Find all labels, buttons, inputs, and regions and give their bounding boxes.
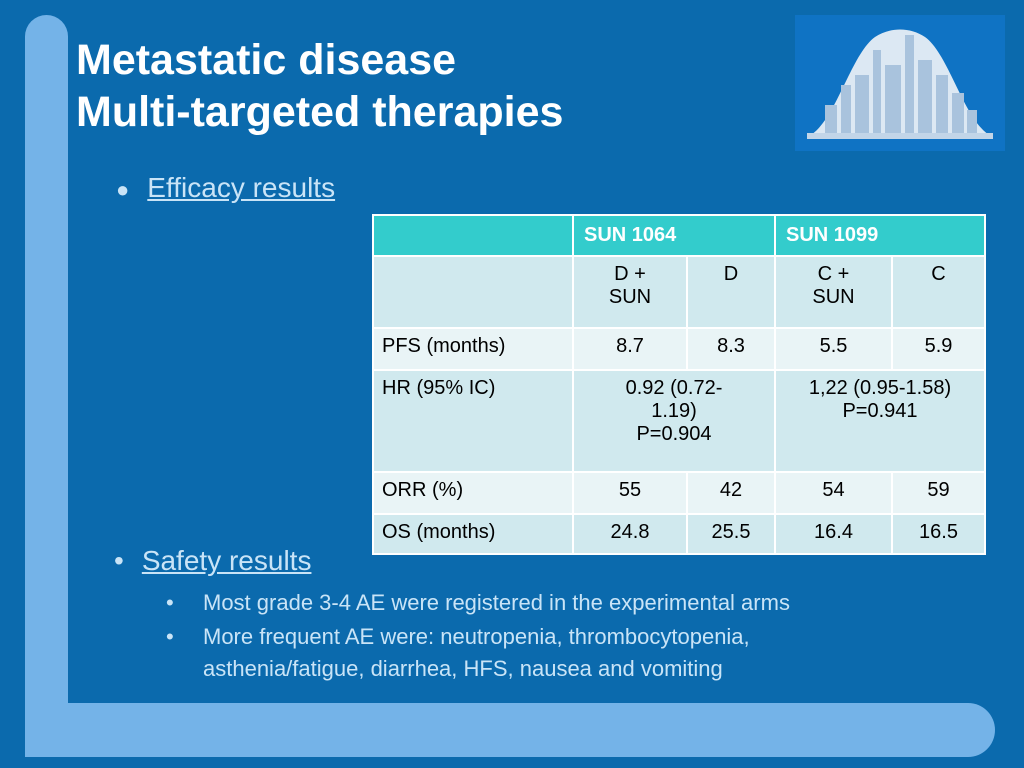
sub-bullet-text: Most grade 3-4 AE were registered in the… bbox=[203, 590, 790, 615]
cell: PFS (months) bbox=[372, 327, 574, 371]
title-line: Metastatic disease bbox=[76, 36, 457, 84]
cell: 16.4 bbox=[774, 513, 893, 555]
cell: 0.92 (0.72-1.19) P=0.904 bbox=[572, 369, 776, 473]
cell: C bbox=[891, 255, 986, 329]
cell: C + SUN bbox=[774, 255, 893, 329]
header-cell: SUN 1099 bbox=[774, 214, 986, 257]
cell: ORR (%) bbox=[372, 471, 574, 515]
cell: 8.3 bbox=[686, 327, 776, 371]
cell: D + SUN bbox=[572, 255, 688, 329]
title: Metastatic disease Multi-targeted therap… bbox=[76, 34, 563, 138]
cell: 42 bbox=[686, 471, 776, 515]
cell: 59 bbox=[891, 471, 986, 515]
subheader-text: D + SUN bbox=[608, 263, 652, 308]
title-line: Multi-targeted therapies bbox=[76, 88, 564, 136]
sub-bullet: • Most grade 3-4 AE were registered in th… bbox=[166, 587, 886, 619]
subheader-text: D bbox=[723, 263, 739, 285]
cell: 5.9 bbox=[891, 327, 986, 371]
logo bbox=[795, 15, 1005, 151]
cell-text: 0.92 (0.72-1.19) P=0.904 bbox=[625, 377, 723, 445]
bullet-text: Efficacy results bbox=[147, 172, 336, 203]
cell: 5.5 bbox=[774, 327, 893, 371]
bottom-bar bbox=[25, 703, 995, 757]
side-bar bbox=[25, 15, 68, 757]
results-table: SUN 1064 SUN 1099 D + SUN D C + SUN C PF… bbox=[372, 214, 986, 555]
subheader-text: C bbox=[931, 263, 946, 285]
bullet: • Safety results bbox=[114, 545, 312, 576]
cell bbox=[372, 214, 574, 257]
cell: 25.5 bbox=[686, 513, 776, 555]
sub-bullet-text: More frequent AE were: neutropenia, thro… bbox=[203, 624, 750, 681]
sub-bullet: • More frequent AE were: neutropenia, thr… bbox=[166, 621, 886, 685]
cell: 55 bbox=[572, 471, 688, 515]
cell: D bbox=[686, 255, 776, 329]
cell: 8.7 bbox=[572, 327, 688, 371]
bullet-text: Safety results bbox=[141, 545, 312, 576]
subheader-text: C + SUN bbox=[812, 263, 855, 308]
cell: 1,22 (0.95-1.58) P=0.941 bbox=[774, 369, 986, 473]
header-cell: SUN 1064 bbox=[572, 214, 776, 257]
cell: 24.8 bbox=[572, 513, 688, 555]
cell: 16.5 bbox=[891, 513, 986, 555]
bullet: ● Efficacy results bbox=[116, 172, 336, 203]
cell: OS (months) bbox=[372, 513, 574, 555]
cell: 54 bbox=[774, 471, 893, 515]
cell: HR (95% IC) bbox=[372, 369, 574, 473]
cell bbox=[372, 255, 574, 329]
